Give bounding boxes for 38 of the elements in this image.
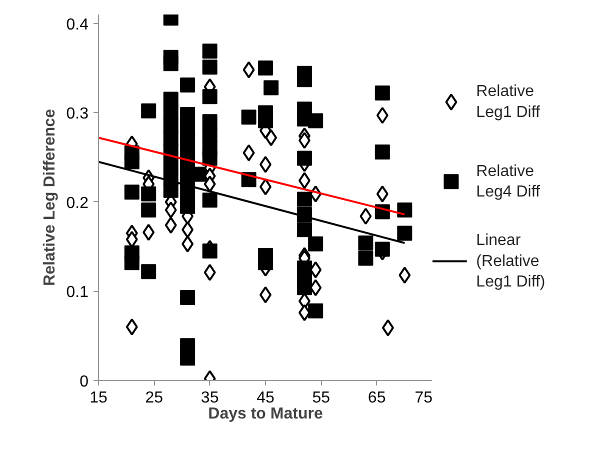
y-tick-label: 0.2 — [66, 194, 89, 212]
point — [204, 176, 216, 193]
point — [310, 279, 322, 296]
point — [298, 132, 310, 149]
x-tick-label: 45 — [256, 390, 274, 406]
point — [376, 106, 388, 124]
x-tick-label: 15 — [90, 390, 108, 406]
point — [242, 144, 255, 162]
legend-label: Linear (Relative Leg1 Diff) — [476, 232, 546, 290]
point — [382, 319, 394, 336]
x-tick-label: 65 — [368, 390, 386, 406]
y-axis-title: Relative Leg Difference — [41, 108, 58, 286]
x-tick-label: 75 — [414, 390, 433, 406]
point — [182, 221, 194, 238]
point — [204, 264, 216, 281]
point — [376, 185, 388, 202]
point — [126, 318, 138, 336]
point — [164, 202, 177, 218]
x-tick-label: 25 — [145, 390, 164, 406]
y-tick-label: 0.3 — [66, 106, 89, 123]
point — [298, 304, 310, 322]
x-tick-label: 35 — [200, 390, 219, 406]
legend-label: Relative Leg1 Diff — [476, 83, 540, 121]
point — [142, 224, 155, 241]
y-tick-label: 0.4 — [66, 16, 89, 34]
x-tick-label: 55 — [312, 390, 330, 406]
y-tick-label: 0.1 — [66, 284, 89, 302]
point — [182, 235, 194, 252]
y-tick-label: 0 — [80, 374, 89, 390]
point — [360, 208, 372, 225]
point — [310, 261, 322, 278]
point — [298, 172, 310, 190]
point — [398, 266, 411, 284]
point — [242, 61, 255, 78]
x-axis-title: Days to Mature — [208, 406, 323, 422]
legend-label: Relative Leg4 Diff — [476, 162, 540, 201]
point — [164, 216, 177, 234]
point — [265, 129, 278, 146]
